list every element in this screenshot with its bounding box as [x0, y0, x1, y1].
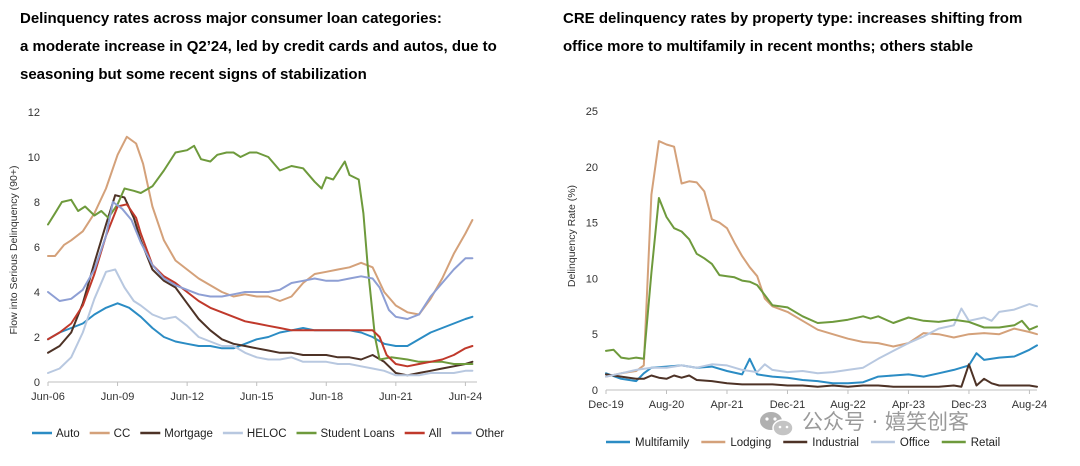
legend-label-mortgage: Mortgage: [164, 428, 213, 440]
y-tick-label: 0: [34, 377, 40, 389]
legend-label-auto: Auto: [56, 428, 80, 440]
y-axis-label: Flow into Serious Delinquency (90+): [8, 166, 20, 335]
x-tick-label: Aug-24: [1012, 399, 1047, 411]
legend-label-industrial: Industrial: [812, 437, 859, 449]
legend-label-student-loans: Student Loans: [321, 428, 395, 440]
y-tick-label: 4: [34, 287, 40, 299]
watermark-text: 公众号 · 嬉笑创客: [802, 410, 969, 434]
y-tick-label: 20: [586, 162, 598, 174]
y-tick-label: 0: [592, 385, 598, 397]
x-tick-label: Apr-23: [892, 399, 925, 411]
legend-label-other: Other: [475, 428, 504, 440]
series-line-office: [605, 303, 1038, 378]
left-title-line-2: a moderate increase in Q2’24, led by cre…: [20, 38, 497, 55]
wechat-logo-icon: [760, 412, 794, 437]
x-tick-label: Jun-09: [101, 391, 135, 403]
legend-label-office: Office: [900, 437, 930, 449]
x-tick-label: Dec-19: [588, 399, 623, 411]
cre-delinquency-chart: 0 5 10 15 20 25 Dec-19 Aug-20 Apr-21 Dec-21 Aug-22…: [566, 106, 1047, 449]
legend-label-heloc: HELOC: [247, 428, 287, 440]
legend-label-retail: Retail: [971, 437, 1000, 449]
watermark: 公众号 · 嬉笑创客: [760, 410, 969, 437]
series-line-cc: [47, 135, 474, 316]
series-line-all: [47, 203, 474, 368]
y-tick-label: 2: [34, 332, 40, 344]
x-tick-label: Aug-22: [830, 399, 865, 411]
y-tick-label: 10: [28, 152, 40, 164]
y-tick-label: 12: [28, 107, 40, 119]
x-tick-label: Aug-20: [649, 399, 684, 411]
x-tick-label: Dec-23: [951, 399, 986, 411]
y-tick-label: 8: [34, 197, 40, 209]
x-tick-label: Dec-21: [770, 399, 805, 411]
y-tick-label: 10: [586, 273, 598, 285]
x-tick-label: Jun-06: [31, 391, 65, 403]
series-line-heloc: [47, 268, 474, 377]
legend-label-cc: CC: [114, 428, 131, 440]
left-chart-title: Delinquency rates across major consumer …: [20, 5, 540, 89]
x-tick-label: Jun-18: [309, 391, 343, 403]
right-chart-title: CRE delinquency rates by property type: …: [563, 5, 1063, 61]
left-title-line-3: seasoning but some recent signs of stabi…: [20, 66, 367, 83]
y-tick-label: 25: [586, 106, 598, 118]
consumer-delinquency-chart: 0 2 4 6 8 10 12 Jun-06 Jun-09 Jun-12 Jun-15 Jun-18 J…: [8, 107, 504, 440]
x-tick-label: Apr-21: [710, 399, 743, 411]
x-tick-label: Jun-15: [240, 391, 274, 403]
y-tick-label: 6: [34, 242, 40, 254]
series-line-industrial: [605, 363, 1038, 388]
right-title-line-2: office more to multifamily in recent mon…: [563, 38, 974, 55]
legend-label-lodging: Lodging: [730, 437, 771, 449]
y-axis-label: Delinquency Rate (%): [566, 185, 578, 287]
right-title-line-1: CRE delinquency rates by property type: …: [563, 10, 1023, 27]
legend-label-all: All: [429, 428, 442, 440]
x-tick-label: Jun-21: [379, 391, 413, 403]
series-line-retail: [605, 197, 1038, 360]
series-line-student-loans: [47, 144, 474, 365]
series-line-auto: [47, 302, 474, 350]
x-tick-label: Jun-24: [449, 391, 483, 403]
series-line-lodging: [605, 140, 1038, 378]
series-line-other: [47, 201, 474, 320]
y-tick-label: 5: [592, 329, 598, 341]
legend-label-multifamily: Multifamily: [635, 437, 690, 449]
left-title-line-1: Delinquency rates across major consumer …: [20, 10, 442, 27]
x-tick-label: Jun-12: [170, 391, 204, 403]
y-tick-label: 15: [586, 218, 598, 230]
